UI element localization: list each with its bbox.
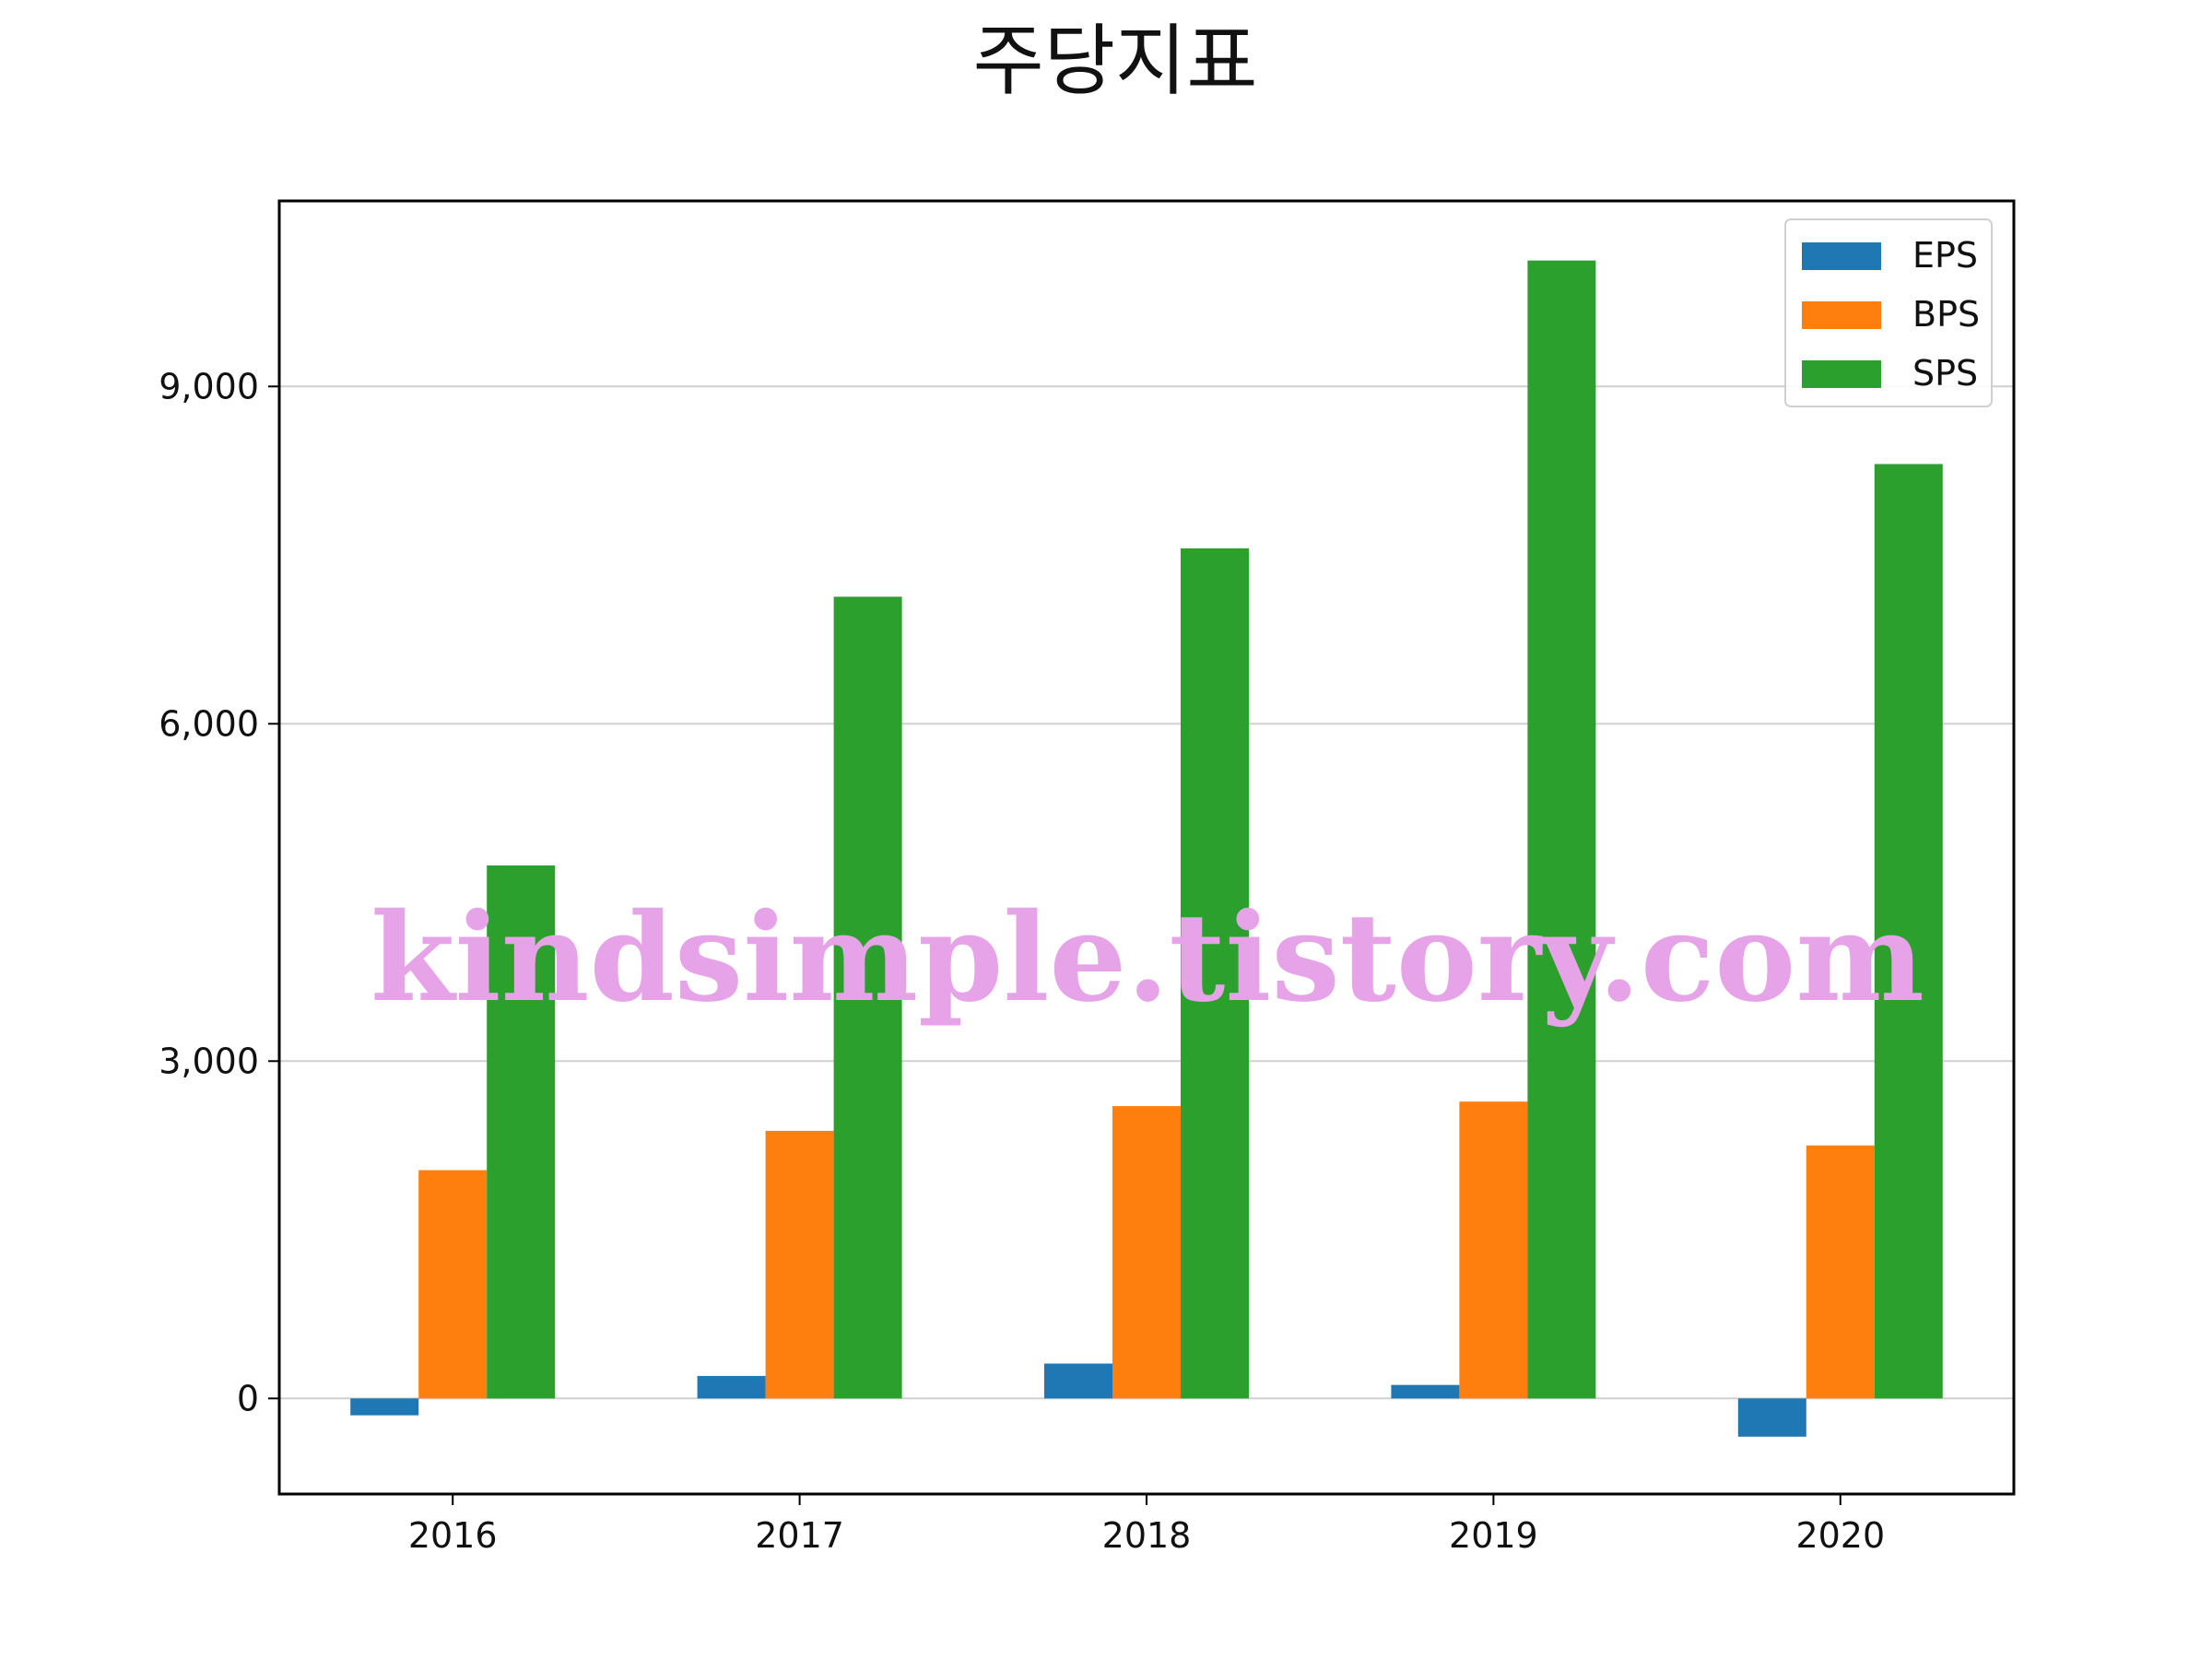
bar-bps-2019 [1459,1101,1528,1399]
bar-eps-2020 [1737,1398,1806,1437]
legend-label-sps: SPS [1912,353,1978,394]
bar-eps-2019 [1391,1384,1460,1399]
legend-swatch-eps [1802,242,1881,270]
plot-frame [277,199,2016,1496]
legend: EPS BPS SPS [1784,218,1993,407]
bar-bps-2017 [765,1130,834,1399]
bar-sps-2017 [833,596,902,1399]
bar-sps-2020 [1874,464,1943,1399]
x-axis: 2016 2017 2018 2019 2020 [408,1494,1885,1556]
x-tick-label: 2019 [1449,1515,1538,1556]
x-tick-label: 2017 [755,1515,844,1556]
bar-sps-2018 [1181,547,1249,1399]
chart-title: 주당지표 [972,16,1257,106]
legend-label-bps: BPS [1912,294,1980,335]
watermark-text: kindsimple.tistory.com [371,887,1924,1030]
gridlines [279,385,2014,1400]
y-axis: 0 3,000 6,000 9,000 [159,366,279,1418]
bar-eps-2016 [350,1398,419,1416]
bar-bps-2020 [1806,1145,1875,1399]
legend-label-eps: EPS [1912,235,1978,276]
bar-bps-2018 [1112,1106,1181,1399]
bar-eps-2018 [1044,1363,1112,1399]
y-tick-label: 3,000 [159,1041,259,1081]
y-tick-label: 0 [237,1378,259,1418]
bars [350,260,1943,1437]
y-tick-label: 6,000 [159,703,259,744]
bar-bps-2016 [418,1170,488,1399]
y-tick-label: 9,000 [159,366,259,406]
legend-swatch-bps [1802,301,1881,329]
legend-swatch-sps [1802,360,1881,388]
bar-sps-2016 [487,865,556,1399]
bar-sps-2019 [1527,260,1596,1399]
bar-eps-2017 [697,1375,766,1399]
x-tick-label: 2016 [408,1515,498,1556]
x-tick-label: 2018 [1102,1515,1192,1556]
x-tick-label: 2020 [1795,1515,1885,1556]
